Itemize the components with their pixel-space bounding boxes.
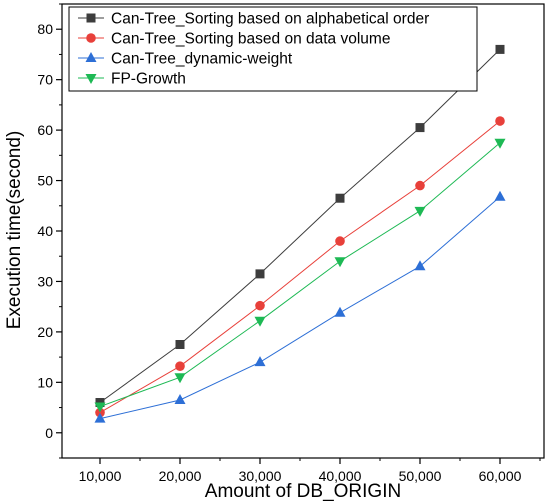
data-point	[94, 402, 106, 413]
data-point	[174, 393, 186, 404]
y-tick-label: 0	[45, 425, 53, 441]
x-tick-label: 10,000	[79, 468, 122, 484]
series-3	[94, 190, 506, 423]
legend-item: Can-Tree_dynamic-weight	[78, 51, 293, 68]
series-line	[99, 196, 501, 420]
y-tick-label: 40	[37, 223, 53, 239]
data-point	[414, 260, 426, 271]
legend-marker	[85, 52, 97, 62]
data-point	[254, 316, 266, 327]
series-line	[99, 142, 501, 408]
x-tick-label: 30,000	[239, 468, 282, 484]
legend-marker	[86, 13, 96, 23]
legend-label: FP-Growth	[111, 71, 186, 88]
legend-marker	[85, 74, 97, 84]
legend-box	[68, 6, 478, 92]
legend-item: Can-Tree_Sorting based on data volume	[78, 31, 390, 48]
series-1	[95, 44, 505, 408]
series-line	[99, 120, 501, 414]
data-point	[495, 116, 505, 126]
legend-marker	[86, 33, 96, 43]
data-point	[174, 373, 186, 384]
legend-item: FP-Growth	[78, 71, 186, 88]
data-point	[415, 180, 425, 191]
data-point	[334, 306, 346, 317]
data-point	[494, 138, 506, 149]
x-tick-label: 40,000	[319, 468, 362, 484]
legend-label: Can-Tree_dynamic-weight	[111, 51, 293, 68]
y-tick-label: 10	[37, 374, 53, 390]
data-point	[255, 269, 265, 279]
legend: Can-Tree_Sorting based on alphabetical o…	[68, 6, 478, 92]
data-point	[414, 206, 426, 217]
series-line	[99, 49, 501, 403]
data-point	[494, 190, 506, 201]
y-tick-label: 30	[37, 273, 53, 289]
data-point	[255, 300, 265, 311]
data-point	[175, 340, 185, 349]
data-point	[335, 236, 345, 246]
y-axis-title: Execution time(second)	[4, 131, 25, 330]
legend-label: Can-Tree_Sorting based on alphabetical o…	[111, 11, 429, 28]
x-tick-label: 50,000	[399, 468, 442, 484]
y-tick-label: 50	[37, 173, 53, 189]
data-point	[335, 193, 345, 203]
series-4	[94, 138, 506, 413]
data-point	[334, 257, 346, 268]
y-tick-label: 20	[37, 324, 53, 340]
y-tick-label: 70	[37, 72, 53, 88]
data-point	[94, 412, 106, 423]
y-tick-label: 60	[37, 122, 53, 138]
data-point	[95, 398, 105, 408]
axes: 0 10 20 30 40 50 60 70 80 10,000 20,000 30,000 40,00…	[37, 3, 545, 484]
data-point	[415, 123, 425, 133]
x-tick-label: 60,000	[479, 468, 522, 484]
x-axis-title: Amount of DB_ORIGIN	[205, 481, 401, 502]
legend-label: Can-Tree_Sorting based on data volume	[111, 31, 390, 48]
series-layer	[94, 44, 506, 423]
x-tick-label: 20,000	[159, 468, 202, 484]
series-2	[95, 116, 505, 418]
legend-item: Can-Tree_Sorting based on alphabetical o…	[78, 11, 429, 28]
data-point	[495, 44, 505, 54]
y-tick-label: 80	[37, 21, 53, 37]
data-point	[254, 356, 266, 367]
data-point	[175, 361, 185, 371]
data-point	[95, 407, 105, 418]
